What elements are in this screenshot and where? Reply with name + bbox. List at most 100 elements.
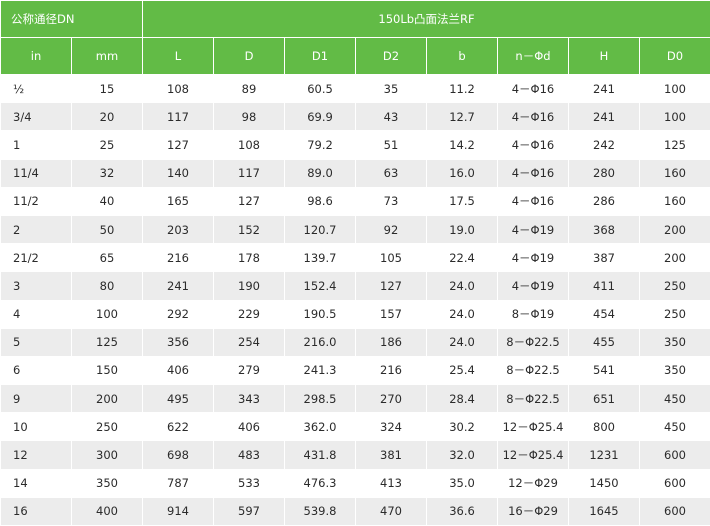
table-cell: 787 [143, 469, 214, 497]
column-header-d2: D2 [356, 38, 427, 75]
table-cell: 139.7 [285, 244, 356, 272]
table-cell: 4－Φ19 [498, 215, 569, 243]
table-cell: 24.0 [427, 328, 498, 356]
table-cell: 483 [214, 441, 285, 469]
table-cell: 12－Φ29 [498, 469, 569, 497]
table-cell: 350 [640, 328, 710, 356]
table-cell: 186 [356, 328, 427, 356]
table-cell: 250 [640, 300, 710, 328]
table-cell: 600 [640, 441, 710, 469]
table-cell: 89 [214, 75, 285, 103]
column-header-d1: D1 [285, 38, 356, 75]
table-cell: 4－Φ16 [498, 187, 569, 215]
table-cell: 98.6 [285, 187, 356, 215]
table-cell: 125 [640, 131, 710, 159]
table-cell: 69.9 [285, 103, 356, 131]
table-cell: 292 [143, 300, 214, 328]
table-cell: 63 [356, 159, 427, 187]
table-cell: 24.0 [427, 272, 498, 300]
table-cell: 6 [1, 356, 72, 384]
table-cell: 12－Φ25.4 [498, 441, 569, 469]
table-cell: 11.2 [427, 75, 498, 103]
table-cell: 250 [72, 413, 143, 441]
table-cell: 298.5 [285, 385, 356, 413]
table-cell: 3/4 [1, 103, 72, 131]
table-cell: 108 [214, 131, 285, 159]
table-cell: 470 [356, 497, 427, 525]
flange-rf-group-header: 150Lb凸面法兰RF [143, 1, 710, 38]
table-cell: 216 [356, 356, 427, 384]
table-cell: 368 [569, 215, 640, 243]
table-group-header-row: 公称通径DN 150Lb凸面法兰RF [1, 1, 710, 38]
table-cell: 800 [569, 413, 640, 441]
table-cell: 20 [72, 103, 143, 131]
table-cell: 4－Φ19 [498, 272, 569, 300]
table-cell: 241 [569, 103, 640, 131]
table-cell: 300 [72, 441, 143, 469]
table-cell: 270 [356, 385, 427, 413]
table-cell: 152.4 [285, 272, 356, 300]
table-cell: 16 [1, 497, 72, 525]
column-header-mm: mm [72, 38, 143, 75]
table-column-header-row: in mm L D D1 D2 b n－Φd H D0 [1, 38, 710, 75]
table-cell: 4－Φ19 [498, 244, 569, 272]
table-cell: 108 [143, 75, 214, 103]
table-cell: 431.8 [285, 441, 356, 469]
table-cell: 50 [72, 215, 143, 243]
table-cell: 539.8 [285, 497, 356, 525]
table-cell: 51 [356, 131, 427, 159]
table-cell: 100 [640, 75, 710, 103]
table-cell: 127 [356, 272, 427, 300]
table-cell: 2 [1, 215, 72, 243]
table-cell: 92 [356, 215, 427, 243]
table-cell: 21/2 [1, 244, 72, 272]
table-cell: 32 [72, 159, 143, 187]
table-cell: 450 [640, 385, 710, 413]
table-cell: 98 [214, 103, 285, 131]
table-cell: 157 [356, 300, 427, 328]
table-cell: 15 [72, 75, 143, 103]
table-cell: 381 [356, 441, 427, 469]
table-cell: 324 [356, 413, 427, 441]
table-cell: 73 [356, 187, 427, 215]
table-cell: 200 [72, 385, 143, 413]
column-header-in: in [1, 38, 72, 75]
table-cell: 495 [143, 385, 214, 413]
table-cell: 356 [143, 328, 214, 356]
table-cell: 200 [640, 215, 710, 243]
table-cell: 533 [214, 469, 285, 497]
table-cell: 411 [569, 272, 640, 300]
table-cell: 105 [356, 244, 427, 272]
table-cell: 4－Φ16 [498, 103, 569, 131]
table-cell: 4－Φ16 [498, 131, 569, 159]
column-header-l: L [143, 38, 214, 75]
table-cell: 36.6 [427, 497, 498, 525]
table-cell: 241 [569, 75, 640, 103]
table-cell: 12 [1, 441, 72, 469]
table-cell: 1231 [569, 441, 640, 469]
table-cell: 450 [640, 413, 710, 441]
table-cell: 597 [214, 497, 285, 525]
table-cell: 4－Φ16 [498, 159, 569, 187]
table-cell: 242 [569, 131, 640, 159]
table-cell: 1450 [569, 469, 640, 497]
table-cell: 25 [72, 131, 143, 159]
table-cell: 160 [640, 187, 710, 215]
table-cell: 3 [1, 272, 72, 300]
table-cell: 229 [214, 300, 285, 328]
table-cell: 241.3 [285, 356, 356, 384]
table-cell: 12.7 [427, 103, 498, 131]
table-cell: 160 [640, 159, 710, 187]
table-cell: 216.0 [285, 328, 356, 356]
